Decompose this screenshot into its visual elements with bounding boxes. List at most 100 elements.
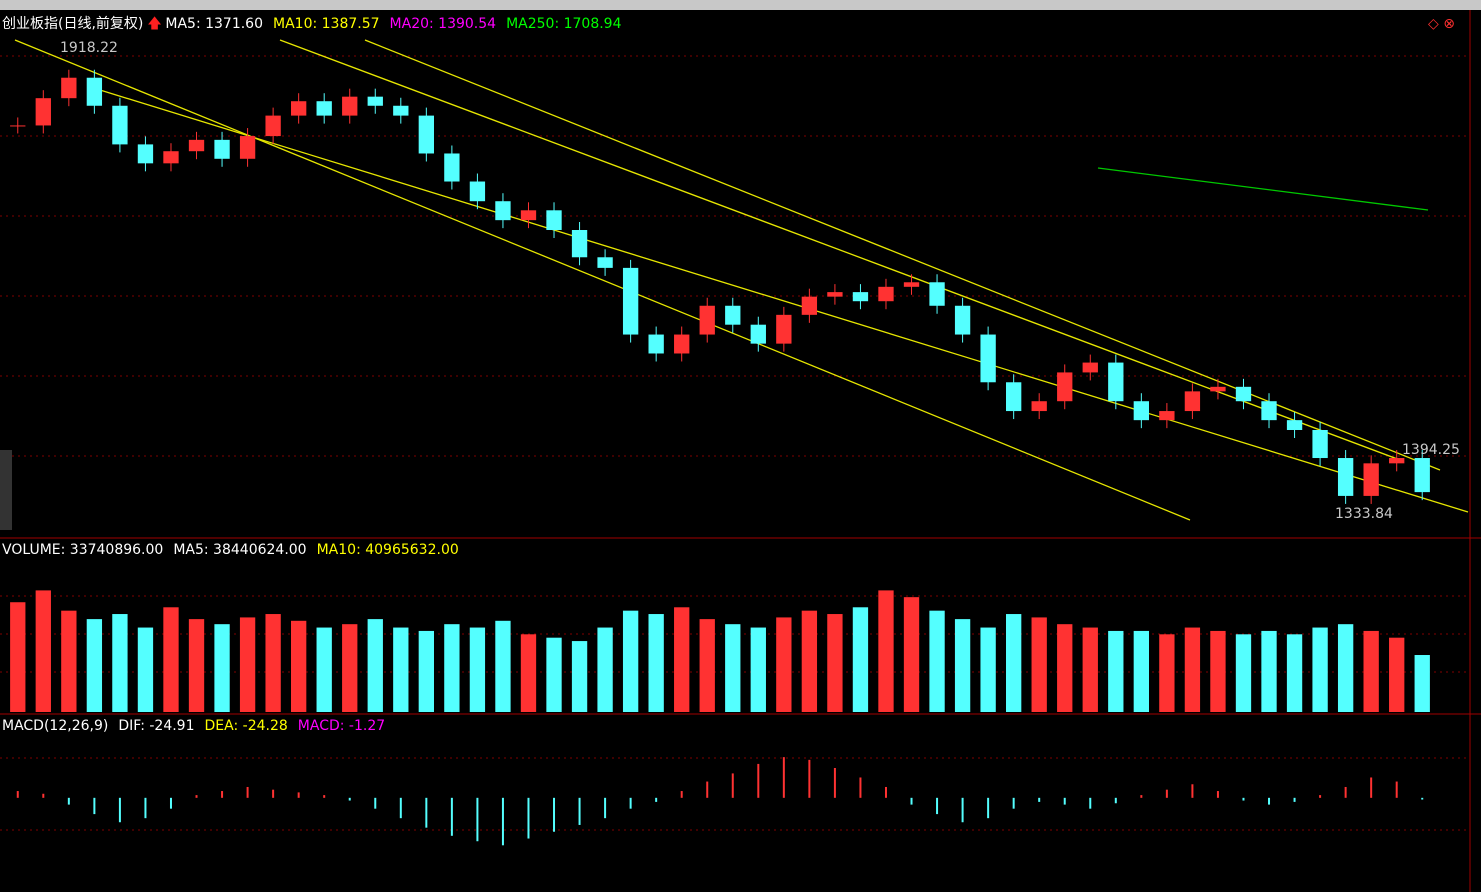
candle bbox=[1210, 386, 1226, 392]
candle bbox=[342, 96, 358, 116]
volume-bar bbox=[35, 590, 51, 712]
volume-bar bbox=[316, 627, 332, 712]
candle bbox=[1363, 463, 1379, 496]
candle bbox=[1006, 382, 1022, 412]
candle bbox=[571, 230, 588, 258]
candle bbox=[86, 77, 103, 106]
volume-bar bbox=[801, 610, 818, 712]
legend-entry: MA20: 1390.54 bbox=[390, 16, 497, 32]
volume-bar bbox=[1337, 624, 1354, 712]
candle bbox=[10, 125, 26, 127]
volume-bar bbox=[214, 624, 230, 712]
legend-entry: MA10: 1387.57 bbox=[273, 16, 380, 32]
legend-entry: DIF: -24.91 bbox=[118, 718, 194, 734]
volume-bar bbox=[852, 607, 869, 712]
candle bbox=[1337, 458, 1354, 496]
volume-bar bbox=[1057, 624, 1073, 712]
candle bbox=[469, 181, 486, 202]
volume-bar bbox=[571, 641, 588, 712]
volume-bar bbox=[1031, 617, 1047, 712]
candle bbox=[1108, 362, 1124, 402]
ma250-line bbox=[1097, 167, 1429, 211]
volume-bar bbox=[86, 619, 103, 712]
candle bbox=[1031, 401, 1047, 412]
window-control[interactable]: ◇ ⊗ bbox=[1428, 16, 1455, 32]
volume-bar bbox=[188, 619, 205, 712]
candle bbox=[1159, 411, 1175, 421]
volume-bar bbox=[954, 619, 971, 712]
candle bbox=[597, 257, 613, 268]
candle bbox=[265, 115, 281, 137]
volume-bar bbox=[112, 614, 128, 712]
volume-bar bbox=[1210, 630, 1226, 712]
volume-bar bbox=[546, 637, 562, 712]
volume-bar bbox=[1184, 627, 1201, 712]
volume-bar bbox=[776, 617, 792, 712]
candle bbox=[878, 286, 894, 302]
volume-bar bbox=[622, 610, 639, 712]
legend-entry: MA250: 1708.94 bbox=[506, 16, 622, 32]
volume-bar bbox=[10, 602, 26, 712]
legend-entry: DEA: -24.28 bbox=[205, 718, 288, 734]
volume-bar bbox=[725, 624, 741, 712]
candle bbox=[188, 139, 205, 152]
candle bbox=[546, 210, 562, 230]
volume-bar bbox=[444, 624, 460, 712]
candle bbox=[852, 292, 869, 302]
volume-bar bbox=[469, 627, 486, 712]
volume-bar bbox=[674, 607, 690, 712]
volume-bar bbox=[367, 619, 383, 712]
toolbar bbox=[0, 0, 1481, 10]
candle bbox=[1184, 391, 1201, 412]
legend-entry: VOLUME: 33740896.00 bbox=[2, 542, 163, 558]
candle bbox=[291, 101, 307, 116]
volume-bar bbox=[1159, 634, 1175, 712]
legend-entry: MACD(12,26,9) bbox=[2, 718, 108, 734]
candle bbox=[112, 105, 128, 145]
candle bbox=[495, 201, 511, 221]
candle bbox=[1312, 430, 1328, 459]
candle bbox=[316, 101, 332, 116]
volume-bar bbox=[827, 614, 843, 712]
trend-lines bbox=[14, 39, 1469, 521]
volume-bar bbox=[878, 590, 894, 712]
volume-bar bbox=[1414, 655, 1430, 712]
volume-bar bbox=[418, 630, 434, 712]
volume-bar bbox=[929, 610, 945, 712]
volume-bar bbox=[239, 617, 256, 712]
candle bbox=[1414, 458, 1430, 493]
volume-bar bbox=[1363, 630, 1379, 712]
candle bbox=[418, 115, 434, 154]
price-annotation: 1918.22 bbox=[60, 40, 118, 56]
candle bbox=[750, 324, 766, 344]
candle bbox=[137, 144, 154, 164]
volume-bar bbox=[1261, 630, 1277, 712]
legend-entry: MACD: -1.27 bbox=[298, 718, 385, 734]
volume-bar bbox=[1389, 637, 1405, 712]
candle bbox=[367, 96, 383, 106]
candle bbox=[214, 139, 230, 159]
volume-bar bbox=[61, 610, 77, 712]
candle bbox=[699, 305, 715, 335]
price-annotation: 1333.84 bbox=[1335, 506, 1393, 522]
volume-bar bbox=[342, 624, 358, 712]
side-tab[interactable] bbox=[0, 450, 12, 530]
candle bbox=[393, 105, 409, 116]
price-annotation: 1394.25 bbox=[1402, 442, 1460, 458]
candle bbox=[239, 136, 256, 159]
candle bbox=[1235, 386, 1252, 402]
candle bbox=[827, 292, 843, 297]
legend-entry: MA10: 40965632.00 bbox=[317, 542, 459, 558]
candle bbox=[648, 334, 664, 354]
candle bbox=[1082, 362, 1098, 373]
volume-bar bbox=[1006, 614, 1022, 712]
volume-bar bbox=[903, 597, 920, 712]
candle bbox=[903, 282, 920, 287]
volume-bar bbox=[699, 619, 715, 712]
legend-entry: MA5: 1371.60 bbox=[165, 16, 263, 32]
volume-bar bbox=[163, 607, 179, 712]
candle bbox=[444, 153, 460, 182]
volume-bar bbox=[1133, 630, 1149, 712]
volume-bar bbox=[291, 620, 307, 712]
candle bbox=[163, 151, 179, 164]
